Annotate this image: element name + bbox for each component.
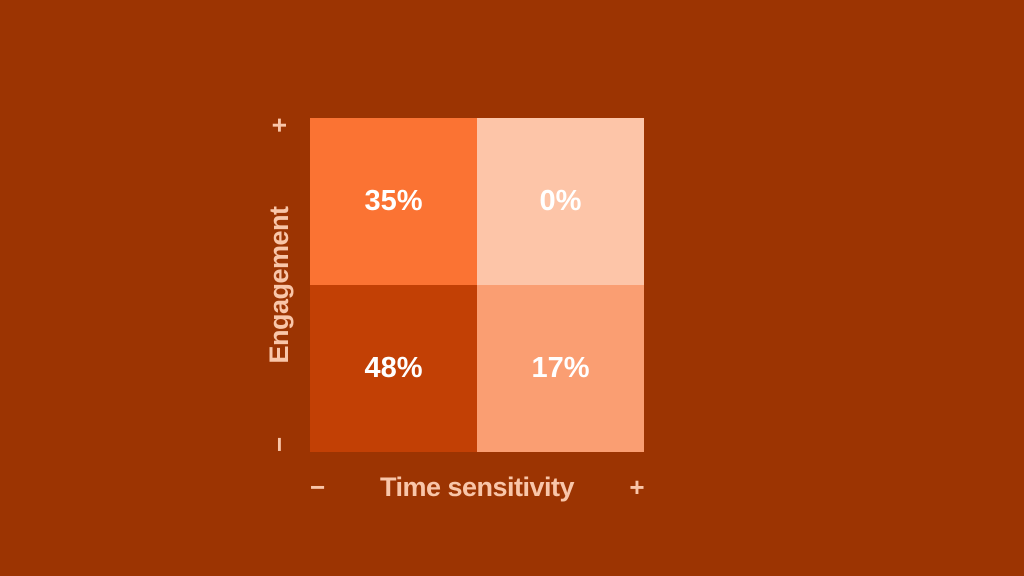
y-axis: − Engagement + <box>257 118 301 452</box>
quadrant-value: 0% <box>539 185 582 217</box>
quadrant-value: 35% <box>364 185 423 217</box>
quadrant-low-engagement-high-time: 17% <box>477 285 644 452</box>
quadrant-high-engagement-high-time: 0% <box>477 118 644 285</box>
quadrant-low-engagement-low-time: 48% <box>310 285 477 452</box>
quadrant-value: 48% <box>364 352 423 384</box>
x-axis-plus-tick: + <box>629 471 644 502</box>
y-axis-plus-tick: + <box>263 118 294 133</box>
quadrant-value: 17% <box>531 352 590 384</box>
y-axis-minus-tick: − <box>263 437 294 452</box>
quadrant-matrix: 35% 0% 48% 17% <box>310 118 644 452</box>
y-axis-title: Engagement <box>263 206 294 364</box>
quadrant-high-engagement-low-time: 35% <box>310 118 477 285</box>
x-axis-title: Time sensitivity <box>379 471 575 502</box>
x-axis-minus-tick: − <box>310 471 325 502</box>
x-axis: − Time sensitivity + <box>310 466 644 508</box>
